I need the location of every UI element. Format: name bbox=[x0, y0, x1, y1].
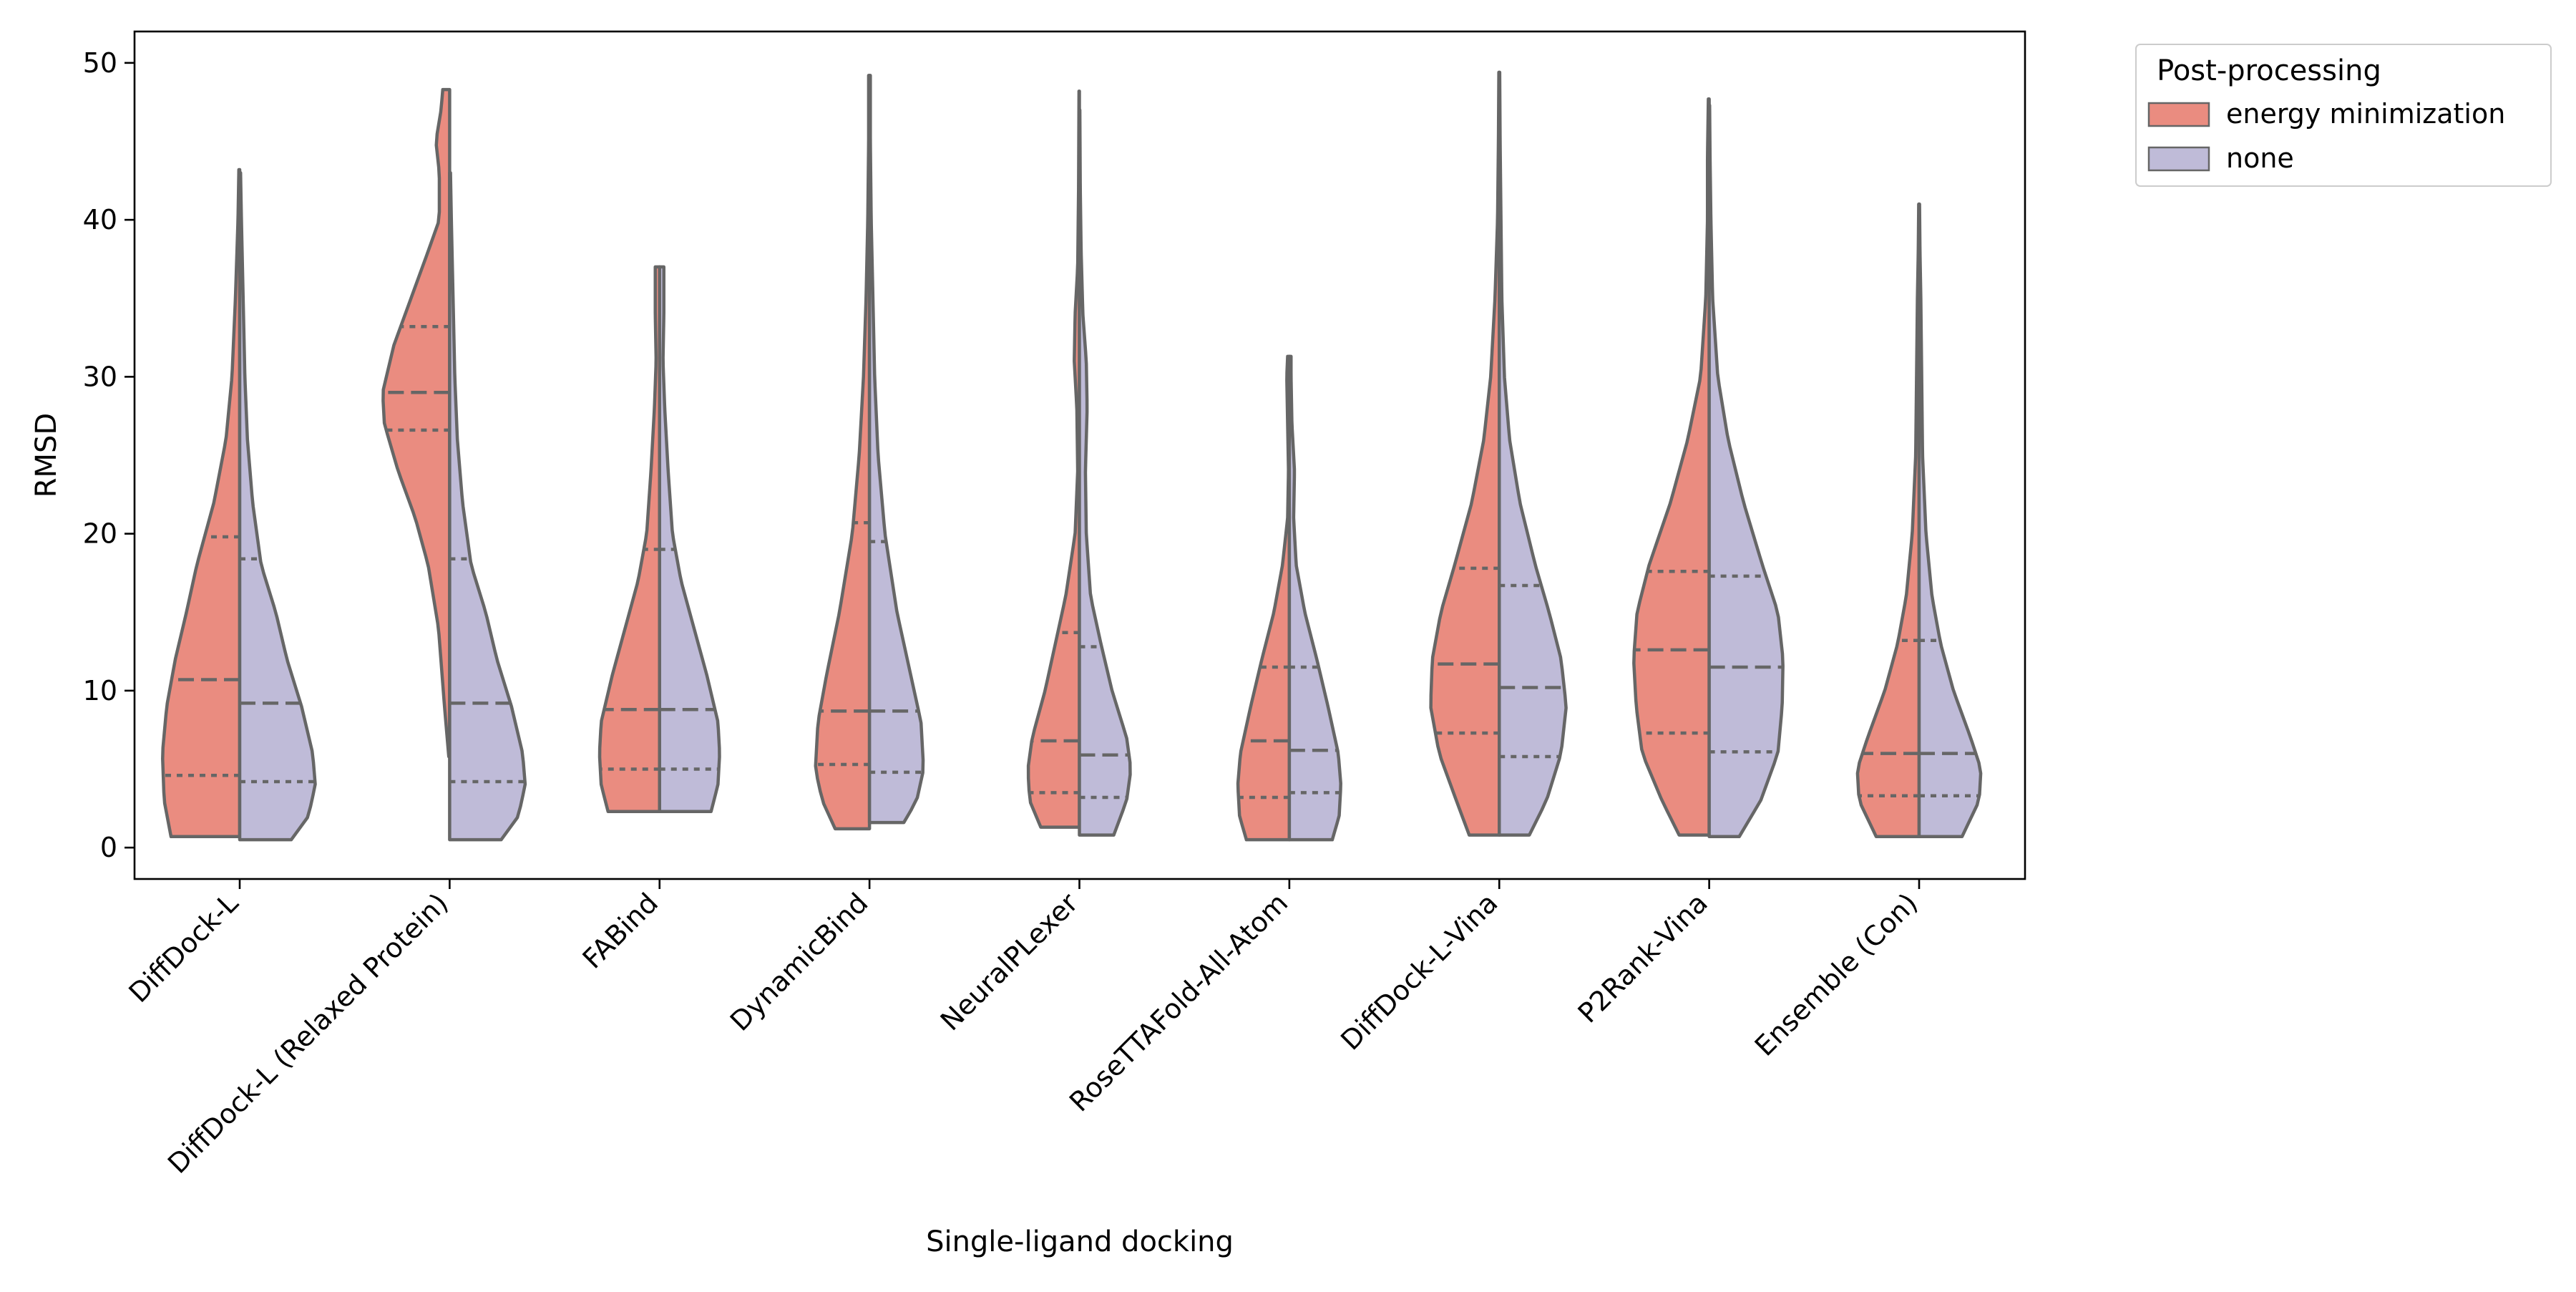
violin-half bbox=[1917, 202, 1983, 839]
legend-entries: energy minimization none bbox=[2147, 98, 2505, 174]
violin-half bbox=[1855, 202, 1921, 839]
legend-entry-label: none bbox=[2226, 142, 2294, 174]
violin-half bbox=[381, 87, 452, 759]
violin-half bbox=[597, 265, 661, 813]
y-tick-label: 40 bbox=[83, 204, 117, 235]
violin-half bbox=[1078, 108, 1132, 837]
y-tick-label: 30 bbox=[83, 361, 117, 392]
plot-frame bbox=[133, 30, 2026, 880]
legend: Post-processing energy minimization none bbox=[2135, 44, 2552, 187]
y-tick-label: 20 bbox=[83, 518, 117, 550]
legend-swatch bbox=[2147, 102, 2210, 127]
y-tick-label: 0 bbox=[100, 832, 117, 863]
violin-half bbox=[238, 171, 317, 842]
y-tick-label: 50 bbox=[83, 47, 117, 79]
x-axis-label: Single-ligand docking bbox=[926, 1225, 1234, 1258]
y-tick-label: 10 bbox=[83, 675, 117, 706]
violin-half bbox=[448, 171, 527, 842]
violin-half bbox=[1498, 70, 1568, 837]
legend-entry-label: energy minimization bbox=[2226, 98, 2505, 130]
violin-half bbox=[161, 167, 242, 839]
y-axis-label: RMSD bbox=[30, 413, 63, 498]
y-axis: 0 10 20 30 40 50 bbox=[83, 47, 135, 863]
legend-swatch bbox=[2147, 146, 2210, 172]
violin-half bbox=[1287, 354, 1342, 842]
legend-title: Post-processing bbox=[2157, 54, 2381, 87]
violin-half bbox=[1707, 103, 1785, 839]
violin-half bbox=[867, 74, 925, 825]
legend-box bbox=[2135, 44, 2552, 187]
violin-half bbox=[1236, 354, 1292, 842]
violins-layer bbox=[161, 70, 1983, 842]
violin-half bbox=[658, 265, 721, 813]
